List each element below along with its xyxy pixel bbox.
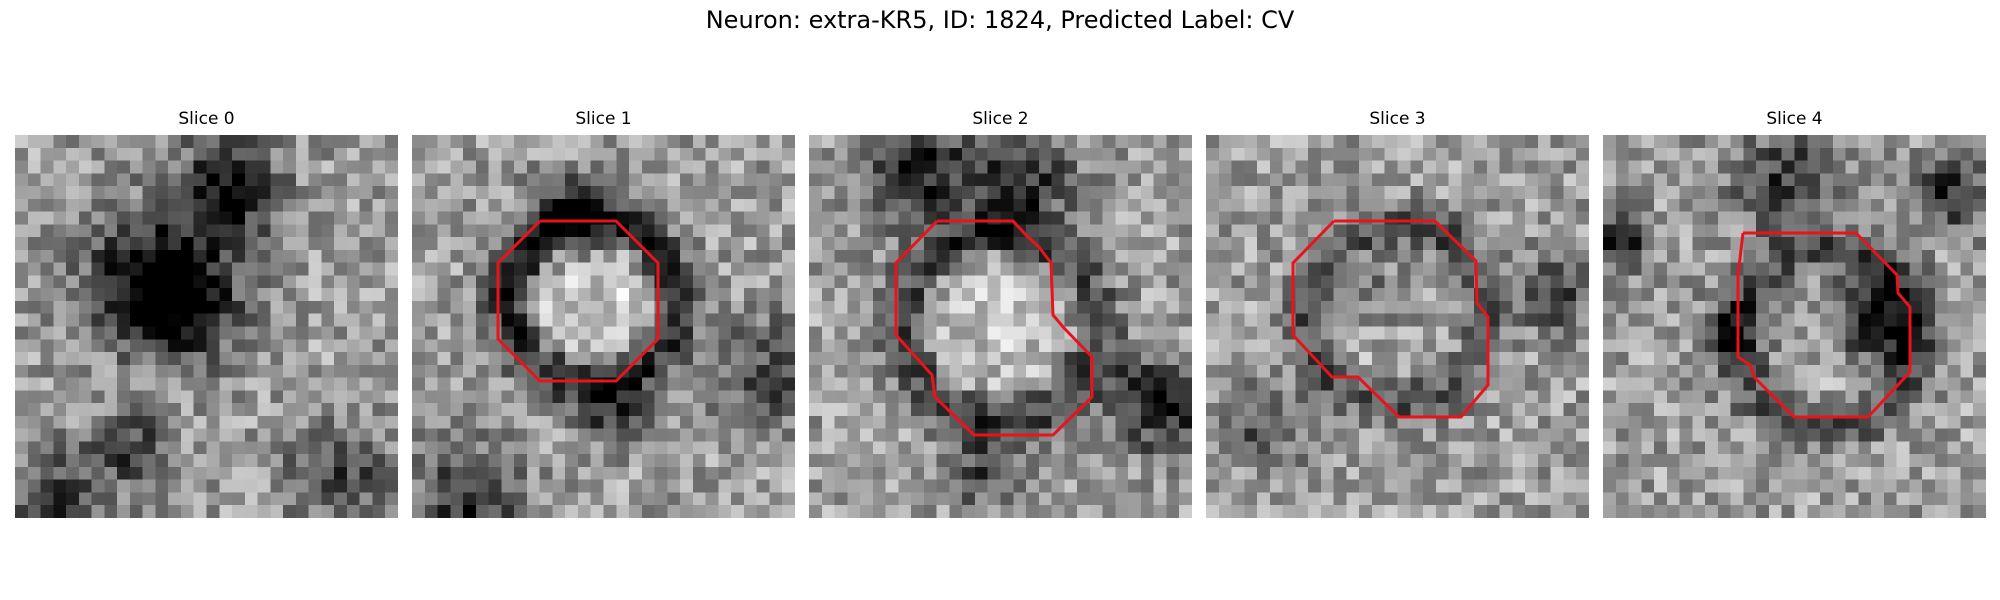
slice-panel-3: Slice 3: [1206, 108, 1589, 518]
roi-contour: [1736, 231, 1912, 419]
roi-contour: [496, 219, 660, 383]
slice-image-0: [15, 135, 398, 518]
roi-contour-overlay: [1736, 231, 1912, 419]
slice-pixels: [1206, 135, 1589, 518]
slice-title: Slice 0: [178, 109, 235, 129]
slice-image-4: [1603, 135, 1986, 518]
slice-title: Slice 1: [575, 109, 632, 129]
slice-pixels: [412, 135, 795, 518]
roi-contour: [1291, 219, 1490, 419]
slice-image-3: [1206, 135, 1589, 518]
slice-panel-0: Slice 0: [15, 108, 398, 518]
slice-image-1: [412, 135, 795, 518]
roi-contour-overlay: [496, 219, 660, 383]
slice-pixels: [1603, 135, 1986, 518]
slice-pixels: [809, 135, 1192, 518]
slice-title: Slice 4: [1766, 109, 1823, 129]
slice-image-2: [809, 135, 1192, 518]
roi-contour-overlay: [1291, 219, 1490, 419]
roi-contour-overlay: [894, 219, 1094, 437]
slice-pixels: [15, 135, 398, 518]
slice-title: Slice 3: [1369, 109, 1426, 129]
slice-panel-4: Slice 4: [1603, 108, 1986, 518]
slice-title: Slice 2: [972, 109, 1029, 129]
roi-contour: [894, 219, 1094, 437]
slice-panel-2: Slice 2: [809, 108, 1192, 518]
slice-panel-1: Slice 1: [412, 108, 795, 518]
figure-title: Neuron: extra-KR5, ID: 1824, Predicted L…: [705, 6, 1295, 34]
